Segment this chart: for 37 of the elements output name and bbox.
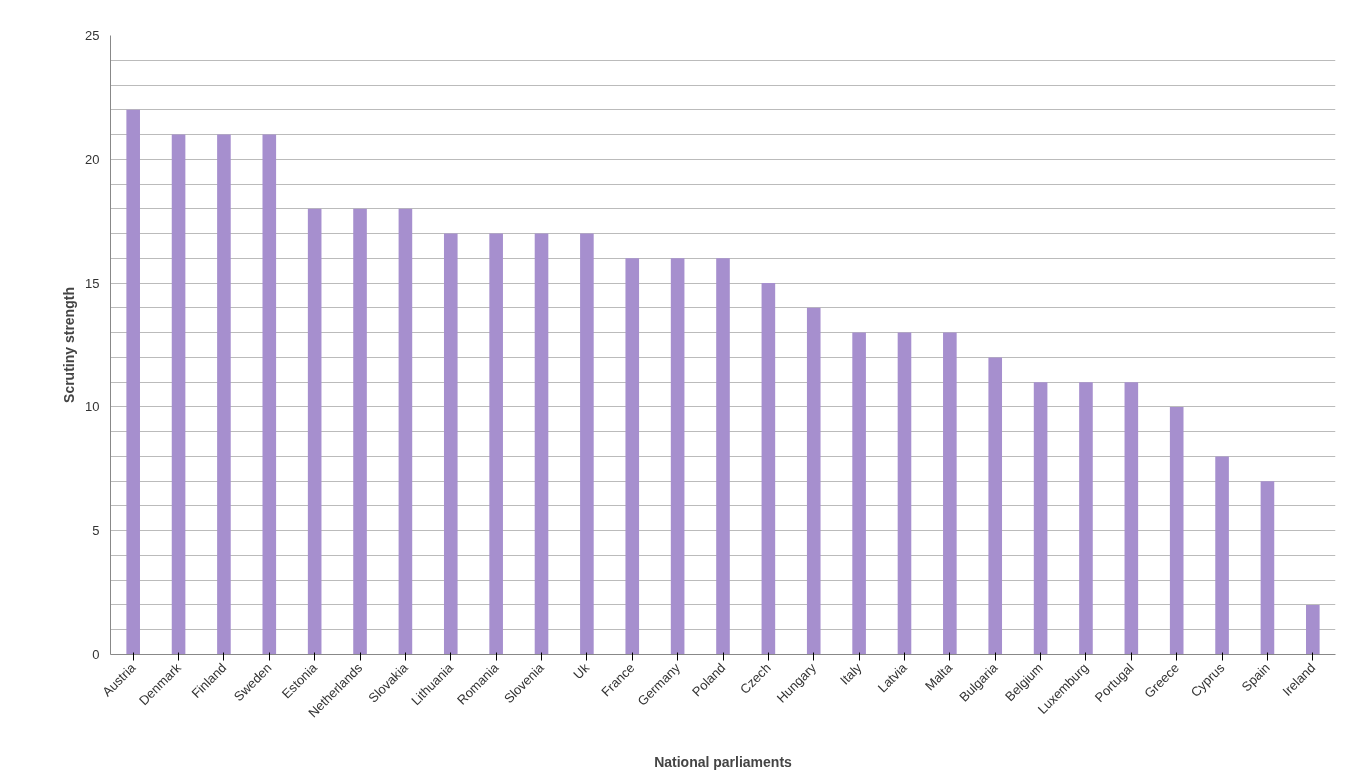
- bar: [943, 332, 957, 655]
- bar: [489, 233, 503, 655]
- y-tick-label: 10: [85, 399, 100, 415]
- bar: [443, 233, 458, 655]
- bar: [716, 258, 730, 655]
- bar: [398, 208, 413, 655]
- bar: [670, 258, 685, 655]
- bar: [262, 134, 277, 655]
- bar: [126, 109, 140, 655]
- bar: [307, 208, 322, 655]
- y-tick-label: 20: [85, 151, 100, 167]
- bar: [217, 134, 231, 655]
- x-axis-title: National parliaments: [654, 753, 793, 770]
- y-tick-label: 15: [85, 275, 100, 291]
- bar: [806, 307, 821, 655]
- bar: [1260, 481, 1275, 655]
- bar: [1033, 382, 1048, 655]
- bar: [580, 233, 594, 655]
- bar: [852, 332, 866, 655]
- x-tick-label: Italy: [836, 659, 865, 688]
- bar: [1215, 456, 1229, 655]
- y-tick-label: 0: [92, 647, 100, 662]
- bar: [534, 233, 549, 655]
- bar: [1124, 382, 1139, 655]
- bar: [625, 258, 640, 655]
- bar: [1169, 406, 1184, 655]
- bar: [897, 332, 912, 655]
- bar: [988, 357, 1003, 655]
- bar: [1079, 382, 1093, 655]
- y-axis-title: Scrutiny strength: [61, 287, 78, 403]
- bar: [353, 208, 367, 655]
- bar: [761, 283, 776, 655]
- bar: [171, 134, 186, 655]
- y-tick-label: 25: [85, 28, 100, 43]
- x-tick-label: Uk: [570, 659, 593, 683]
- y-tick-label: 5: [92, 523, 100, 539]
- bar: [1306, 604, 1320, 655]
